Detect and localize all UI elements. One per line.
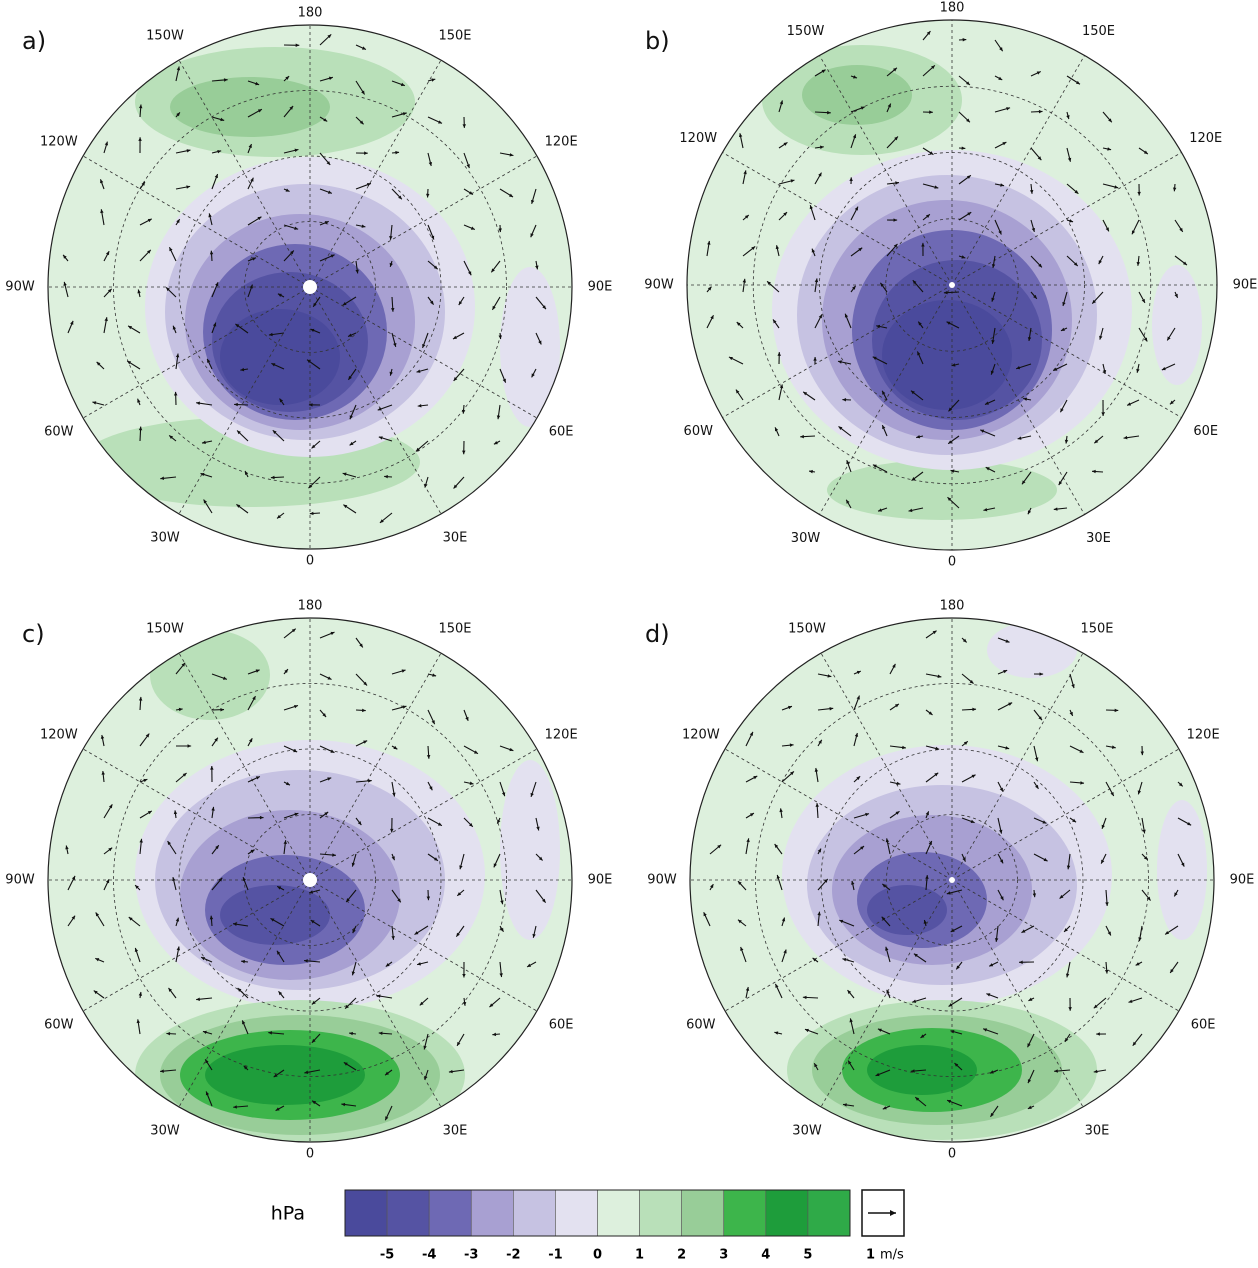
pressure-contour — [170, 77, 330, 137]
pressure-contour — [500, 267, 560, 427]
longitude-label: 90W — [647, 873, 677, 888]
colorbar-swatch — [429, 1190, 471, 1236]
longitude-label: 120E — [545, 728, 578, 743]
panel-label: b) — [645, 27, 670, 55]
longitude-label: 30W — [791, 531, 821, 546]
reference-value: 1 — [866, 1248, 875, 1263]
colorbar-tick-label: 3 — [719, 1248, 728, 1263]
colorbar-unit: hPa — [271, 1203, 305, 1225]
panel-label: a) — [22, 27, 46, 55]
longitude-label: 0 — [306, 1147, 314, 1162]
pressure-contour — [220, 309, 340, 405]
longitude-label: 60E — [1193, 424, 1218, 439]
colorbar-swatch — [513, 1190, 555, 1236]
colorbar-tick-label: 4 — [761, 1248, 770, 1263]
colorbar-swatch — [724, 1190, 766, 1236]
colorbar-tick-label: 2 — [677, 1248, 686, 1263]
colorbar-tick-label: -5 — [380, 1248, 394, 1263]
colorbar-tick-label: 5 — [803, 1248, 812, 1263]
colorbar-swatch — [598, 1190, 640, 1236]
colorbar-tick-label: -1 — [548, 1248, 562, 1263]
map-panel: a) 0 30E 60E 90E 120E 150E 180 150W 120W 90W 60W 30W — [5, 6, 612, 569]
longitude-label: 150W — [787, 24, 825, 39]
longitude-label: 120W — [679, 131, 717, 146]
pressure-contour — [1157, 800, 1207, 940]
longitude-label: 60E — [1191, 1018, 1216, 1033]
longitude-label: 0 — [948, 555, 956, 570]
colorbar-swatch — [808, 1190, 850, 1236]
longitude-label: 60W — [684, 424, 714, 439]
colorbar-swatch — [640, 1190, 682, 1236]
longitude-label: 120W — [40, 135, 78, 150]
colorbar-tick-label: -4 — [422, 1248, 436, 1263]
longitude-label: 60E — [549, 1018, 574, 1033]
longitude-label: 150W — [788, 621, 826, 636]
map-panel: b) 0 30E 60E 90E 120E 150E 180 150W 120W 90W 60W 30W — [644, 1, 1257, 570]
longitude-label: 90W — [5, 280, 35, 295]
longitude-label: 90W — [644, 278, 674, 293]
longitude-label: 150E — [1080, 621, 1113, 636]
longitude-label: 0 — [306, 554, 314, 569]
longitude-label: 120W — [40, 728, 78, 743]
colorbar-tick-label: 0 — [593, 1248, 602, 1263]
longitude-label: 180 — [298, 6, 323, 21]
reference-unit: m/s — [880, 1248, 904, 1263]
longitude-label: 60W — [44, 425, 74, 440]
longitude-label: 30E — [1085, 1124, 1110, 1139]
longitude-label: 30E — [1086, 531, 1111, 546]
longitude-label: 30W — [150, 1124, 180, 1139]
pressure-contour — [205, 1045, 365, 1105]
longitude-label: 150W — [146, 28, 184, 43]
longitude-label: 120E — [1189, 131, 1222, 146]
longitude-label: 120E — [1187, 728, 1220, 743]
panel-label: c) — [22, 620, 45, 648]
colorbar-swatch — [471, 1190, 513, 1236]
longitude-label: 90E — [588, 280, 613, 295]
colorbar-swatch — [345, 1190, 387, 1236]
longitude-label: 120E — [545, 135, 578, 150]
longitude-label: 90E — [1230, 873, 1255, 888]
map-panel: c) 0 30E 60E 90E 120E 150E 180 150W 120W 90W 60W 30W — [5, 599, 612, 1162]
longitude-label: 60W — [686, 1018, 716, 1033]
pole-marker — [303, 873, 317, 887]
longitude-label: 30W — [792, 1124, 822, 1139]
colorbar-swatch — [387, 1190, 429, 1236]
longitude-label: 180 — [298, 599, 323, 614]
longitude-label: 30E — [443, 1124, 468, 1139]
pole-marker — [303, 280, 317, 294]
longitude-label: 90E — [1233, 278, 1258, 293]
longitude-label: 150E — [1082, 24, 1115, 39]
longitude-label: 180 — [940, 1, 965, 16]
longitude-label: 60W — [44, 1018, 74, 1033]
longitude-label: 30W — [150, 531, 180, 546]
colorbar-swatch — [682, 1190, 724, 1236]
longitude-label: 150E — [438, 28, 471, 43]
pole-marker — [949, 282, 955, 288]
colorbar-tick-label: -2 — [506, 1248, 520, 1263]
longitude-label: 150E — [438, 621, 471, 636]
longitude-label: 150W — [146, 621, 184, 636]
longitude-label: 30E — [443, 531, 468, 546]
pressure-contour — [1152, 265, 1202, 385]
longitude-label: 120W — [682, 728, 720, 743]
colorbar-tick-label: -3 — [464, 1248, 478, 1263]
colorbar-swatch — [555, 1190, 597, 1236]
map-panel: d) 0 30E 60E 90E 120E 150E 180 150W 120W 90W 60W 30W — [645, 599, 1254, 1162]
pressure-contour — [220, 885, 330, 945]
colorbar-swatch — [766, 1190, 808, 1236]
longitude-label: 90E — [588, 873, 613, 888]
pressure-contour — [500, 760, 560, 940]
pole-marker — [949, 877, 955, 883]
longitude-label: 90W — [5, 873, 35, 888]
longitude-label: 60E — [549, 425, 574, 440]
colorbar-tick-label: 1 — [635, 1248, 644, 1263]
longitude-label: 180 — [940, 599, 965, 614]
panel-label: d) — [645, 620, 670, 648]
longitude-label: 0 — [948, 1147, 956, 1162]
